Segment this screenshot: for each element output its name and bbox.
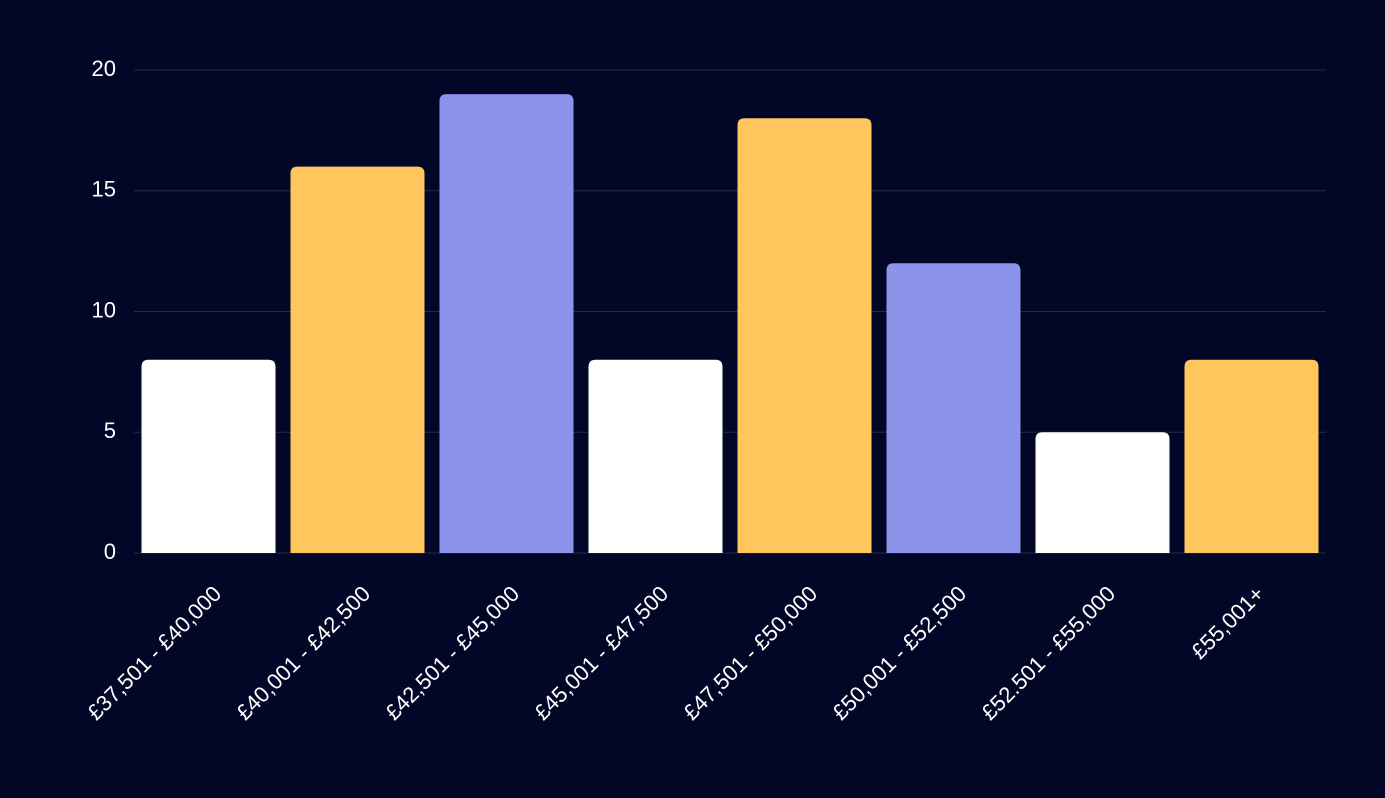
bar [1035,432,1170,553]
bar [737,118,872,554]
y-tick-label: 20 [92,56,116,81]
x-tick-label: £55,001+ [1186,581,1269,664]
bar [141,359,276,553]
bar [886,263,1021,553]
x-tick-label: £37,501 - £40,000 [82,581,226,725]
bar [290,166,425,553]
y-tick-label: 15 [92,177,116,202]
y-tick-label: 5 [104,418,116,443]
bar [588,359,723,553]
x-tick-label: £40,001 - £42,500 [231,581,375,725]
y-tick-label: 0 [104,539,116,564]
bar [439,94,574,554]
y-tick-label: 10 [92,297,116,322]
x-tick-label: £50,001 - £52,500 [827,581,971,725]
x-tick-label: £42,501 - £45,000 [380,581,524,725]
x-tick-label: £45,001 - £47,500 [529,581,673,725]
x-tick-label: £52.501 - £55,000 [976,581,1120,725]
x-tick-label: £47,501 - £50,000 [678,581,822,725]
bar [1184,359,1319,553]
